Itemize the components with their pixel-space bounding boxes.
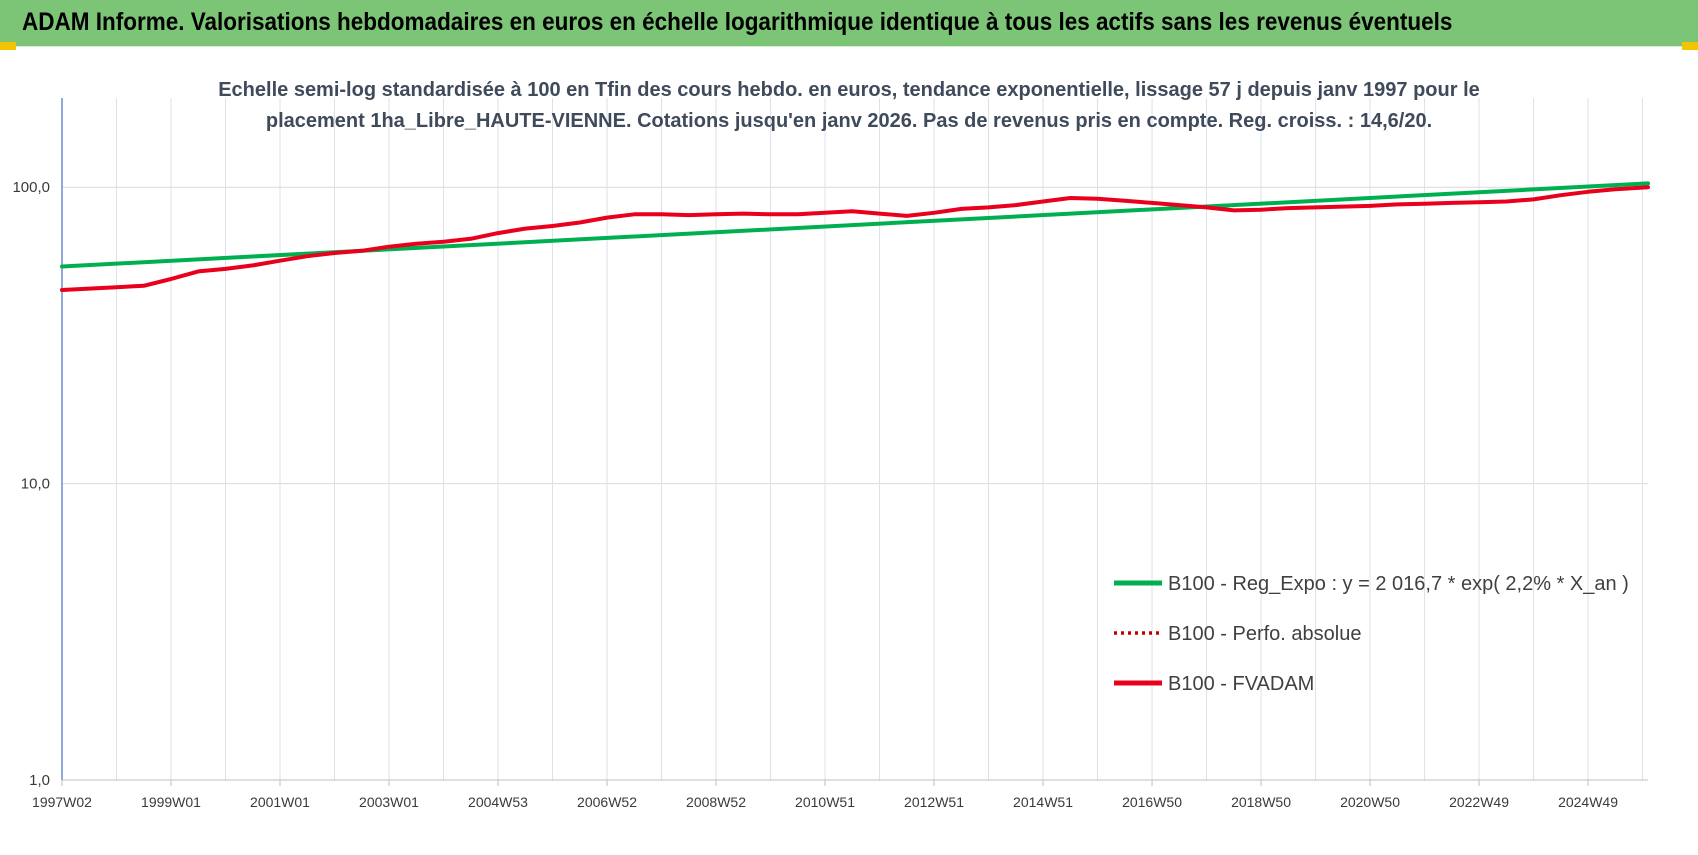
page-title: ADAM Informe. Valorisations hebdomadaire…: [22, 8, 1453, 36]
corner-marker-top-left: [0, 42, 16, 50]
corner-marker-top-right: [1682, 42, 1698, 50]
x-tick-label: 2018W50: [1231, 794, 1291, 810]
x-tick-label: 2008W52: [686, 794, 746, 810]
chart-title-line-1: Echelle semi-log standardisée à 100 en T…: [218, 79, 1480, 101]
x-tick-label: 2006W52: [577, 794, 637, 810]
x-tick-label: 2010W51: [795, 794, 855, 810]
x-tick-label: 2004W53: [468, 794, 528, 810]
x-tick-label: 2022W49: [1449, 794, 1509, 810]
chart-frame: 1,0 10,0 100,0 1997W02 1999W01 2001W01 2003W01…: [0, 50, 1698, 855]
grid: [62, 98, 1648, 781]
series-line-trend: [60, 181, 1650, 269]
x-tick-label: 1997W02: [32, 794, 92, 810]
x-tick-label: 1999W01: [141, 794, 201, 810]
chart-title-line-2: placement 1ha_Libre_HAUTE-VIENNE. Cotati…: [266, 110, 1432, 132]
legend: B100 - Reg_Expo : y = 2 016,7 * exp( 2,2…: [1114, 573, 1629, 695]
y-tick-label: 1,0: [29, 772, 50, 789]
chart-area: 1,0 10,0 100,0 1997W02 1999W01 2001W01 2003W01…: [12, 79, 1650, 810]
axes: 1,0 10,0 100,0 1997W02 1999W01 2001W01 2003W01…: [12, 98, 1648, 810]
legend-label-trend: B100 - Reg_Expo : y = 2 016,7 * exp( 2,2…: [1168, 573, 1629, 595]
x-tick-label: 2003W01: [359, 794, 419, 810]
y-tick-label: 100,0: [12, 179, 50, 196]
legend-label-perfo: B100 - Perfo. absolue: [1168, 623, 1361, 645]
series: [60, 181, 1650, 292]
x-tick-label: 2012W51: [904, 794, 964, 810]
x-tick-label: 2020W50: [1340, 794, 1400, 810]
x-tick-label: 2001W01: [250, 794, 310, 810]
y-tick-label: 10,0: [21, 476, 50, 493]
series-line-fvadam: [60, 185, 1650, 292]
legend-label-fvadam: B100 - FVADAM: [1168, 673, 1314, 695]
x-tick-label: 2016W50: [1122, 794, 1182, 810]
x-tick-label: 2024W49: [1558, 794, 1618, 810]
x-tick-label: 2014W51: [1013, 794, 1073, 810]
title-banner: ADAM Informe. Valorisations hebdomadaire…: [0, 0, 1698, 47]
